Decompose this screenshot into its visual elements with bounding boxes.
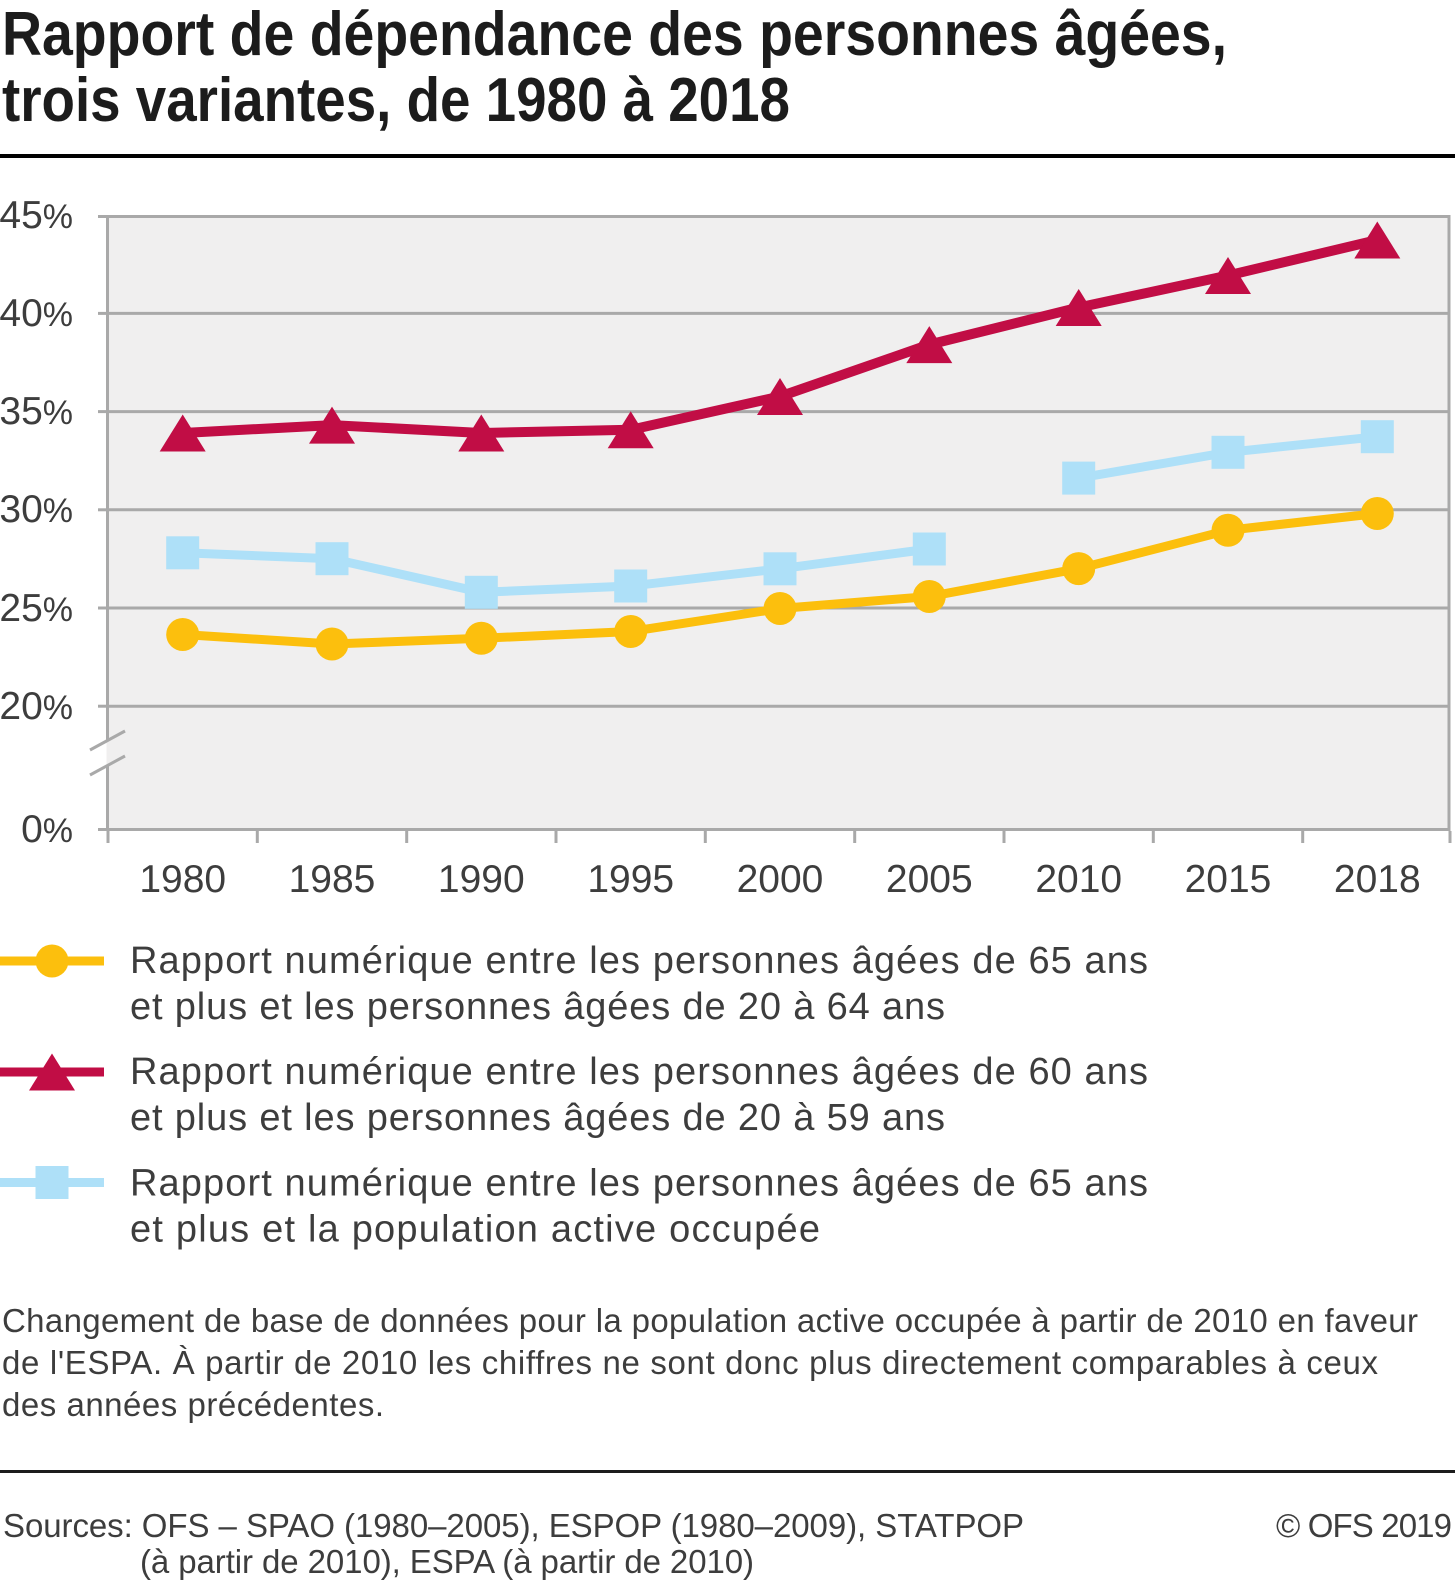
svg-text:Rapport de dépendance des pers: Rapport de dépendance des personnes âgée… [2, 0, 1227, 69]
svg-text:40%: 40% [0, 292, 73, 335]
svg-text:Rapport numérique entre les pe: Rapport numérique entre les personnes âg… [130, 1051, 1148, 1093]
svg-text:Rapport numérique entre les pe: Rapport numérique entre les personnes âg… [130, 1163, 1148, 1205]
svg-text:25%: 25% [0, 587, 73, 630]
svg-text:20%: 20% [0, 685, 73, 728]
svg-text:et plus et les personnes âgées: et plus et les personnes âgées de 20 à 5… [130, 1097, 945, 1139]
svg-text:et plus et les personnes âgées: et plus et les personnes âgées de 20 à 6… [130, 986, 945, 1028]
svg-text:1990: 1990 [438, 858, 525, 901]
svg-text:© OFS 2019: © OFS 2019 [1276, 1507, 1452, 1544]
svg-text:1995: 1995 [587, 858, 674, 901]
svg-text:0%: 0% [21, 808, 73, 851]
svg-text:Sources: OFS – SPAO (1980–2005: Sources: OFS – SPAO (1980–2005), ESPOP (… [3, 1507, 1024, 1544]
svg-text:des années précédentes.: des années précédentes. [2, 1386, 384, 1423]
svg-text:Changement de base de données: Changement de base de données pour la po… [2, 1302, 1418, 1339]
svg-text:1985: 1985 [289, 858, 376, 901]
svg-text:2015: 2015 [1185, 858, 1272, 901]
svg-text:45%: 45% [0, 194, 73, 237]
svg-text:35%: 35% [0, 390, 73, 433]
svg-text:30%: 30% [0, 488, 73, 531]
svg-text:2018: 2018 [1334, 858, 1421, 901]
svg-text:2005: 2005 [886, 858, 973, 901]
svg-text:trois variantes, de 1980 à 201: trois variantes, de 1980 à 2018 [2, 66, 790, 135]
svg-text:2000: 2000 [737, 858, 824, 901]
svg-text:Rapport numérique entre les pe: Rapport numérique entre les personnes âg… [130, 940, 1148, 982]
svg-text:de l'ESPA. À partir de 2010 le: de l'ESPA. À partir de 2010 les chiffres… [2, 1344, 1379, 1381]
svg-text:2010: 2010 [1035, 858, 1122, 901]
svg-text:et plus et la population activ: et plus et la population active occupée [130, 1209, 820, 1251]
svg-text:(à partir de 2010), ESPA (à pa: (à partir de 2010), ESPA (à partir de 20… [140, 1543, 754, 1580]
svg-text:1980: 1980 [139, 858, 226, 901]
